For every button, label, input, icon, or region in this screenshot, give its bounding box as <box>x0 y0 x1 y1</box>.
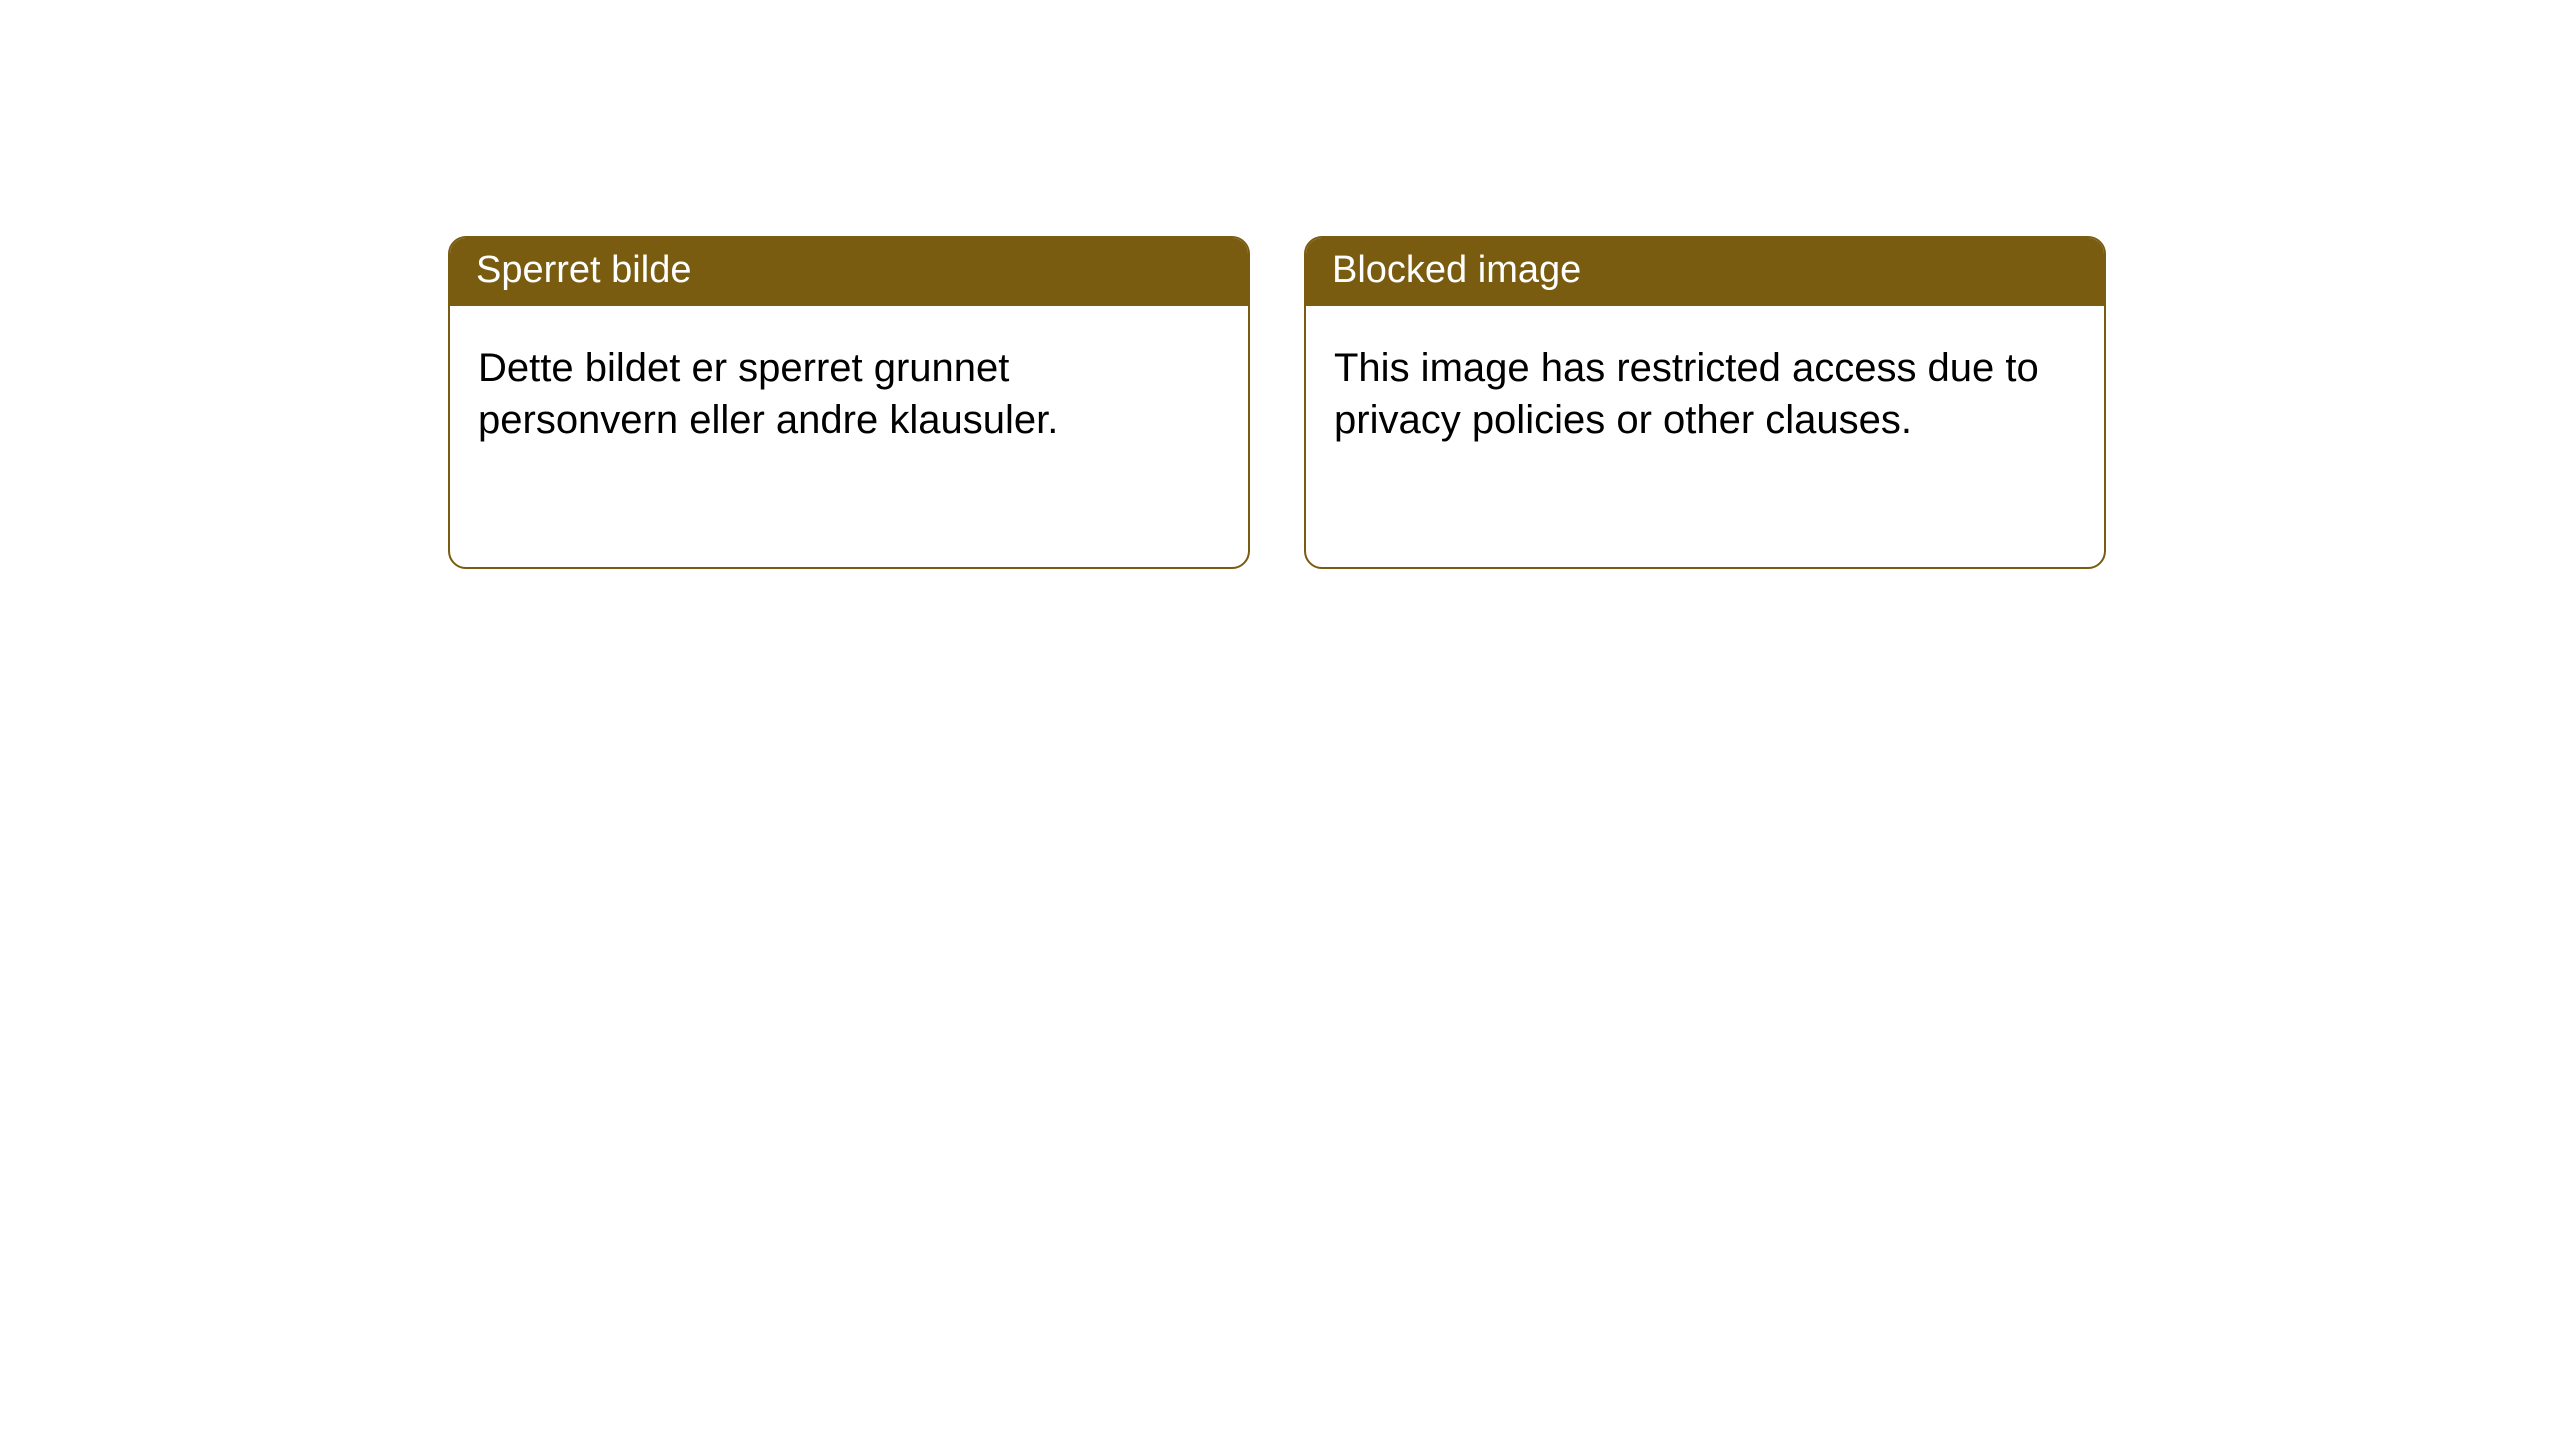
card-header-no: Sperret bilde <box>450 238 1248 306</box>
card-header-en: Blocked image <box>1306 238 2104 306</box>
blocked-image-card-no: Sperret bilde Dette bildet er sperret gr… <box>448 236 1250 569</box>
card-body-no: Dette bildet er sperret grunnet personve… <box>450 306 1248 482</box>
blocked-image-card-en: Blocked image This image has restricted … <box>1304 236 2106 569</box>
notice-container: Sperret bilde Dette bildet er sperret gr… <box>448 236 2106 569</box>
card-body-en: This image has restricted access due to … <box>1306 306 2104 482</box>
